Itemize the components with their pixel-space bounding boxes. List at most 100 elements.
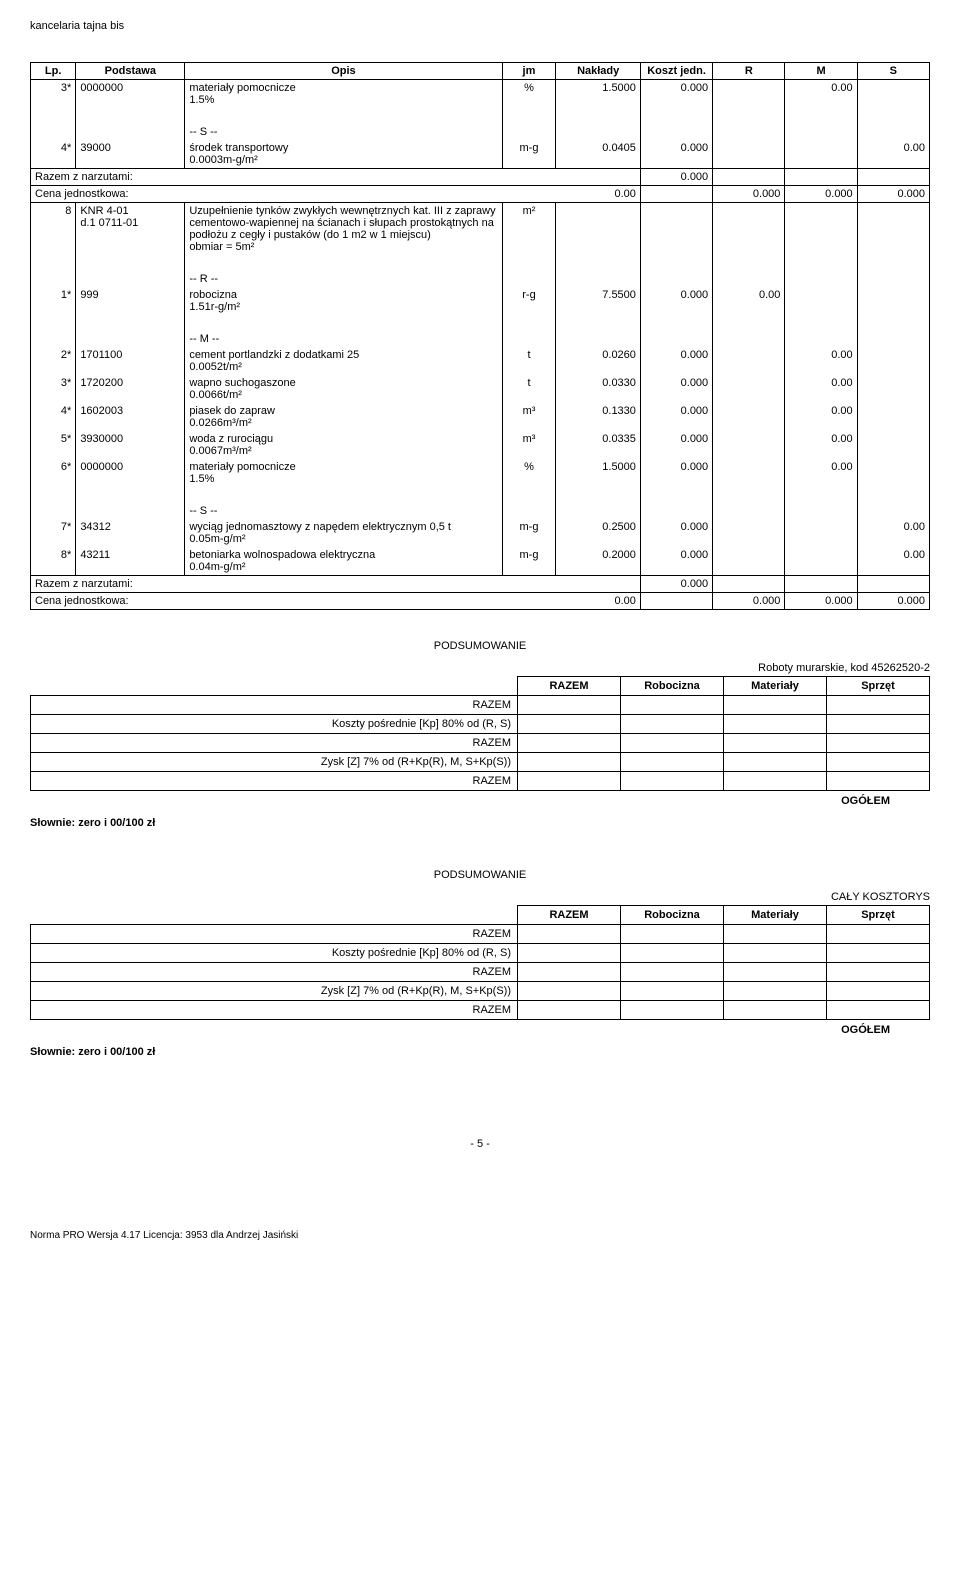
summary-block-1: PODSUMOWANIE Roboty murarskie, kod 45262…: [30, 640, 930, 807]
cell-s: [857, 203, 929, 256]
table-row: 1*999robocizna 1.51r-g/m²r-g7.55000.0000…: [31, 287, 930, 315]
col-jm: jm: [502, 63, 556, 80]
razem-label: Razem z narzutami:: [31, 576, 641, 593]
table-row: 4*1602003piasek do zapraw 0.0266m³/m²m³0…: [31, 403, 930, 431]
cell-koszt: 0.000: [640, 287, 712, 315]
summary-row: Zysk [Z] 7% od (R+Kp(R), M, S+Kp(S)): [31, 753, 930, 772]
summary-row: RAZEM: [31, 696, 930, 715]
cell-s: [857, 375, 929, 403]
summary-row: RAZEM: [31, 772, 930, 791]
summary-label: Koszty pośrednie [Kp] 80% od (R, S): [31, 944, 518, 963]
group-label: -- M --: [185, 331, 502, 347]
cell-m: [785, 287, 857, 315]
summary-block-2: PODSUMOWANIE CAŁY KOSZTORYS RAZEM Roboci…: [30, 869, 930, 1036]
cell-podstawa: 1602003: [76, 403, 185, 431]
cell-r: [713, 547, 785, 576]
table-row: [31, 315, 930, 331]
table-row: -- R --: [31, 271, 930, 287]
cell-m: 0.00: [785, 80, 857, 109]
col-lp: Lp.: [31, 63, 76, 80]
table-row: -- M --: [31, 331, 930, 347]
cell-naklady: 0.0335: [556, 431, 641, 459]
cell-koszt: 0.000: [640, 459, 712, 487]
table-row: 8*43211betoniarka wolnospadowa elektrycz…: [31, 547, 930, 576]
cell-opis: Uzupełnienie tynków zwykłych wewnętrznyc…: [185, 203, 502, 256]
cell-m: 0.00: [785, 459, 857, 487]
cell-r: [713, 140, 785, 169]
summary-label: Koszty pośrednie [Kp] 80% od (R, S): [31, 715, 518, 734]
cell-lp: 4*: [31, 140, 76, 169]
cell-s: 0.00: [857, 547, 929, 576]
summary-label: RAZEM: [31, 734, 518, 753]
cell-opis: woda z rurociągu 0.0067m³/m²: [185, 431, 502, 459]
cena-m: 0.000: [785, 593, 857, 610]
footer-text: Norma PRO Wersja 4.17 Licencja: 3953 dla…: [30, 1230, 930, 1241]
cell-opis: cement portlandzki z dodatkami 25 0.0052…: [185, 347, 502, 375]
cell-koszt: 0.000: [640, 347, 712, 375]
cell-koszt: 0.000: [640, 403, 712, 431]
razem-koszt: 0.000: [640, 576, 712, 593]
cell-r: [713, 80, 785, 109]
cell-naklady: 0.2000: [556, 547, 641, 576]
group-label: -- S --: [185, 503, 502, 519]
cell-jm: r-g: [502, 287, 556, 315]
cell-m: [785, 203, 857, 256]
summary-title-2: PODSUMOWANIE: [30, 869, 930, 881]
cell-s: [857, 347, 929, 375]
table-row: 5*3930000woda z rurociągu 0.0067m³/m²m³0…: [31, 431, 930, 459]
cell-lp: 5*: [31, 431, 76, 459]
cell-lp: 6*: [31, 459, 76, 487]
cell-jm: %: [502, 459, 556, 487]
summary-label: RAZEM: [31, 925, 518, 944]
summary-row: RAZEM: [31, 963, 930, 982]
summary-row: Koszty pośrednie [Kp] 80% od (R, S): [31, 715, 930, 734]
cell-opis: środek transportowy 0.0003m-g/m²: [185, 140, 502, 169]
cell-podstawa: KNR 4-01 d.1 0711-01: [76, 203, 185, 256]
col-s: S: [857, 63, 929, 80]
cell-koszt: 0.000: [640, 80, 712, 109]
razem-koszt: 0.000: [640, 169, 712, 186]
ogolem-1: OGÓŁEM: [30, 795, 890, 807]
cell-r: [713, 519, 785, 547]
col-koszt: Koszt jedn.: [640, 63, 712, 80]
cell-lp: 8*: [31, 547, 76, 576]
slownie-1: Słownie: zero i 00/100 zł: [30, 817, 930, 829]
cell-lp: 7*: [31, 519, 76, 547]
table-row: Cena jednostkowa:0.000.0000.0000.000: [31, 186, 930, 203]
cell-lp: 8: [31, 203, 76, 256]
col-opis: Opis: [185, 63, 502, 80]
cena-val: 0.00: [502, 186, 640, 203]
cell-m: [785, 547, 857, 576]
cell-r: [713, 203, 785, 256]
sum2-h0: RAZEM: [518, 906, 621, 925]
cell-r: 0.00: [713, 287, 785, 315]
doc-header: kancelaria tajna bis: [30, 20, 930, 32]
table-row: 3*1720200wapno suchogaszone 0.0066t/m²t0…: [31, 375, 930, 403]
cell-jm: m³: [502, 403, 556, 431]
cell-m: [785, 140, 857, 169]
cell-opis: piasek do zapraw 0.0266m³/m²: [185, 403, 502, 431]
summary-title: PODSUMOWANIE: [30, 640, 930, 652]
sum2-h2: Materiały: [724, 906, 827, 925]
sum1-h1: Robocizna: [621, 677, 724, 696]
cost-table: Lp. Podstawa Opis jm Nakłady Koszt jedn.…: [30, 62, 930, 610]
cell-lp: 2*: [31, 347, 76, 375]
summary-label: Zysk [Z] 7% od (R+Kp(R), M, S+Kp(S)): [31, 753, 518, 772]
cena-r: 0.000: [713, 186, 785, 203]
cell-koszt: 0.000: [640, 140, 712, 169]
summary-label: Zysk [Z] 7% od (R+Kp(R), M, S+Kp(S)): [31, 982, 518, 1001]
group-label: -- R --: [185, 271, 502, 287]
table-row: 4*39000środek transportowy 0.0003m-g/m²m…: [31, 140, 930, 169]
sum1-h0: RAZEM: [518, 677, 621, 696]
cell-jm: t: [502, 375, 556, 403]
cell-koszt: 0.000: [640, 431, 712, 459]
cell-naklady: 0.0330: [556, 375, 641, 403]
cell-s: [857, 287, 929, 315]
cena-label: Cena jednostkowa:: [31, 593, 503, 610]
summary-caption-1: Roboty murarskie, kod 45262520-2: [30, 662, 930, 674]
cell-podstawa: 1701100: [76, 347, 185, 375]
col-podstawa: Podstawa: [76, 63, 185, 80]
summary-label: RAZEM: [31, 1001, 518, 1020]
cell-jm: m-g: [502, 547, 556, 576]
cell-s: [857, 80, 929, 109]
